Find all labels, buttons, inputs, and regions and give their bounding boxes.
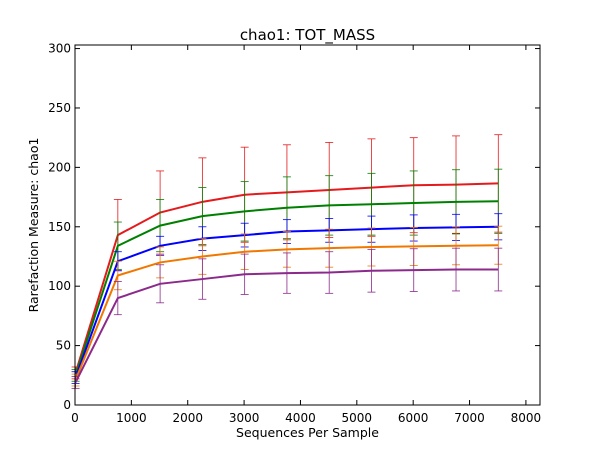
y-tick-label: 250 xyxy=(48,101,71,115)
y-tick-label: 100 xyxy=(48,279,71,293)
plot-frame xyxy=(74,44,541,406)
x-tick-label: 4000 xyxy=(285,411,316,425)
y-tick-label: 50 xyxy=(56,339,71,353)
chart-axes: 0 1000 2000 3000 4000 5000 6000 7000 8000 0 50 100 1… xyxy=(48,42,541,425)
x-tick-label: 3000 xyxy=(229,411,260,425)
x-tick-label: 2000 xyxy=(172,411,203,425)
series-line xyxy=(74,244,499,381)
y-axis-title: Rarefaction Measure: chao1 xyxy=(26,138,41,313)
x-tick-label: 6000 xyxy=(398,411,429,425)
chart-marks xyxy=(71,134,503,389)
y-tick-label: 200 xyxy=(48,160,71,174)
x-tick-label: 8000 xyxy=(511,411,542,425)
x-tick-label: 1000 xyxy=(116,411,147,425)
series-line xyxy=(74,268,499,383)
x-tick-label: 0 xyxy=(71,411,79,425)
y-tick-label: 300 xyxy=(48,42,71,56)
x-tick-label: 7000 xyxy=(454,411,485,425)
series-line xyxy=(74,200,499,376)
chart-title: chao1: TOT_MASS xyxy=(240,26,375,45)
y-tick-label: 0 xyxy=(63,398,71,412)
x-axis-title: Sequences Per Sample xyxy=(236,425,379,440)
x-tick-label: 5000 xyxy=(342,411,373,425)
series-4 xyxy=(71,247,503,389)
y-tick-label: 150 xyxy=(48,220,71,234)
series-3 xyxy=(71,225,503,387)
